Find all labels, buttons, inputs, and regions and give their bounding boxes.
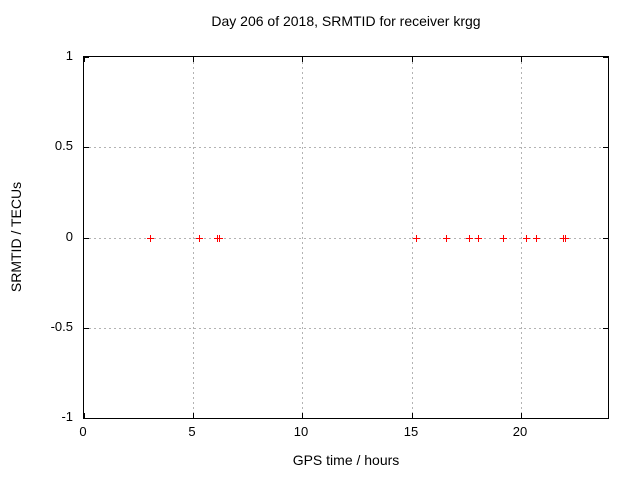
y-tick-mark [84, 57, 89, 58]
data-point-marker [196, 235, 203, 242]
x-tick-mark [302, 57, 303, 62]
y-gridline [84, 147, 608, 148]
x-tick-mark [84, 57, 85, 62]
chart-title: Day 206 of 2018, SRMTID for receiver krg… [211, 13, 481, 29]
y-tick-mark [603, 57, 608, 58]
y-tick-mark [603, 147, 608, 148]
x-tick-mark [521, 413, 522, 418]
data-point-marker [500, 235, 507, 242]
data-point-marker [562, 235, 569, 242]
data-point-marker [533, 235, 540, 242]
y-tick-mark [603, 328, 608, 329]
x-gridline [412, 57, 413, 418]
y-tick-label: 1 [65, 48, 73, 63]
x-tick-mark [412, 413, 413, 418]
y-tick-mark [84, 238, 89, 239]
x-tick-label: 5 [188, 424, 196, 439]
x-tick-mark [302, 413, 303, 418]
y-tick-mark [84, 147, 89, 148]
x-tick-mark [193, 413, 194, 418]
x-tick-mark [84, 413, 85, 418]
data-point-marker [413, 235, 420, 242]
data-point-marker [443, 235, 450, 242]
data-point-marker [147, 235, 154, 242]
data-point-marker [216, 235, 223, 242]
data-point-marker [523, 235, 530, 242]
data-point-marker [475, 235, 482, 242]
x-tick-label: 15 [403, 424, 419, 439]
y-tick-label: -1 [61, 409, 73, 424]
y-tick-label: 0 [65, 229, 73, 244]
y-tick-mark [603, 238, 608, 239]
y-tick-mark [603, 418, 608, 419]
y-tick-label: -0.5 [50, 319, 73, 334]
plot-area [83, 56, 609, 419]
x-tick-mark [193, 57, 194, 62]
x-tick-label: 20 [512, 424, 528, 439]
y-tick-mark [84, 418, 89, 419]
x-gridline [302, 57, 303, 418]
y-tick-mark [84, 328, 89, 329]
y-tick-label: 0.5 [54, 138, 73, 153]
x-tick-label: 0 [79, 424, 87, 439]
data-point-marker [466, 235, 473, 242]
x-tick-mark [521, 57, 522, 62]
x-axis-label: GPS time / hours [292, 452, 400, 468]
y-gridline [84, 328, 608, 329]
x-tick-label: 10 [293, 424, 309, 439]
x-gridline [521, 57, 522, 418]
x-tick-mark [412, 57, 413, 62]
y-gridline [84, 238, 608, 239]
x-gridline [193, 57, 194, 418]
